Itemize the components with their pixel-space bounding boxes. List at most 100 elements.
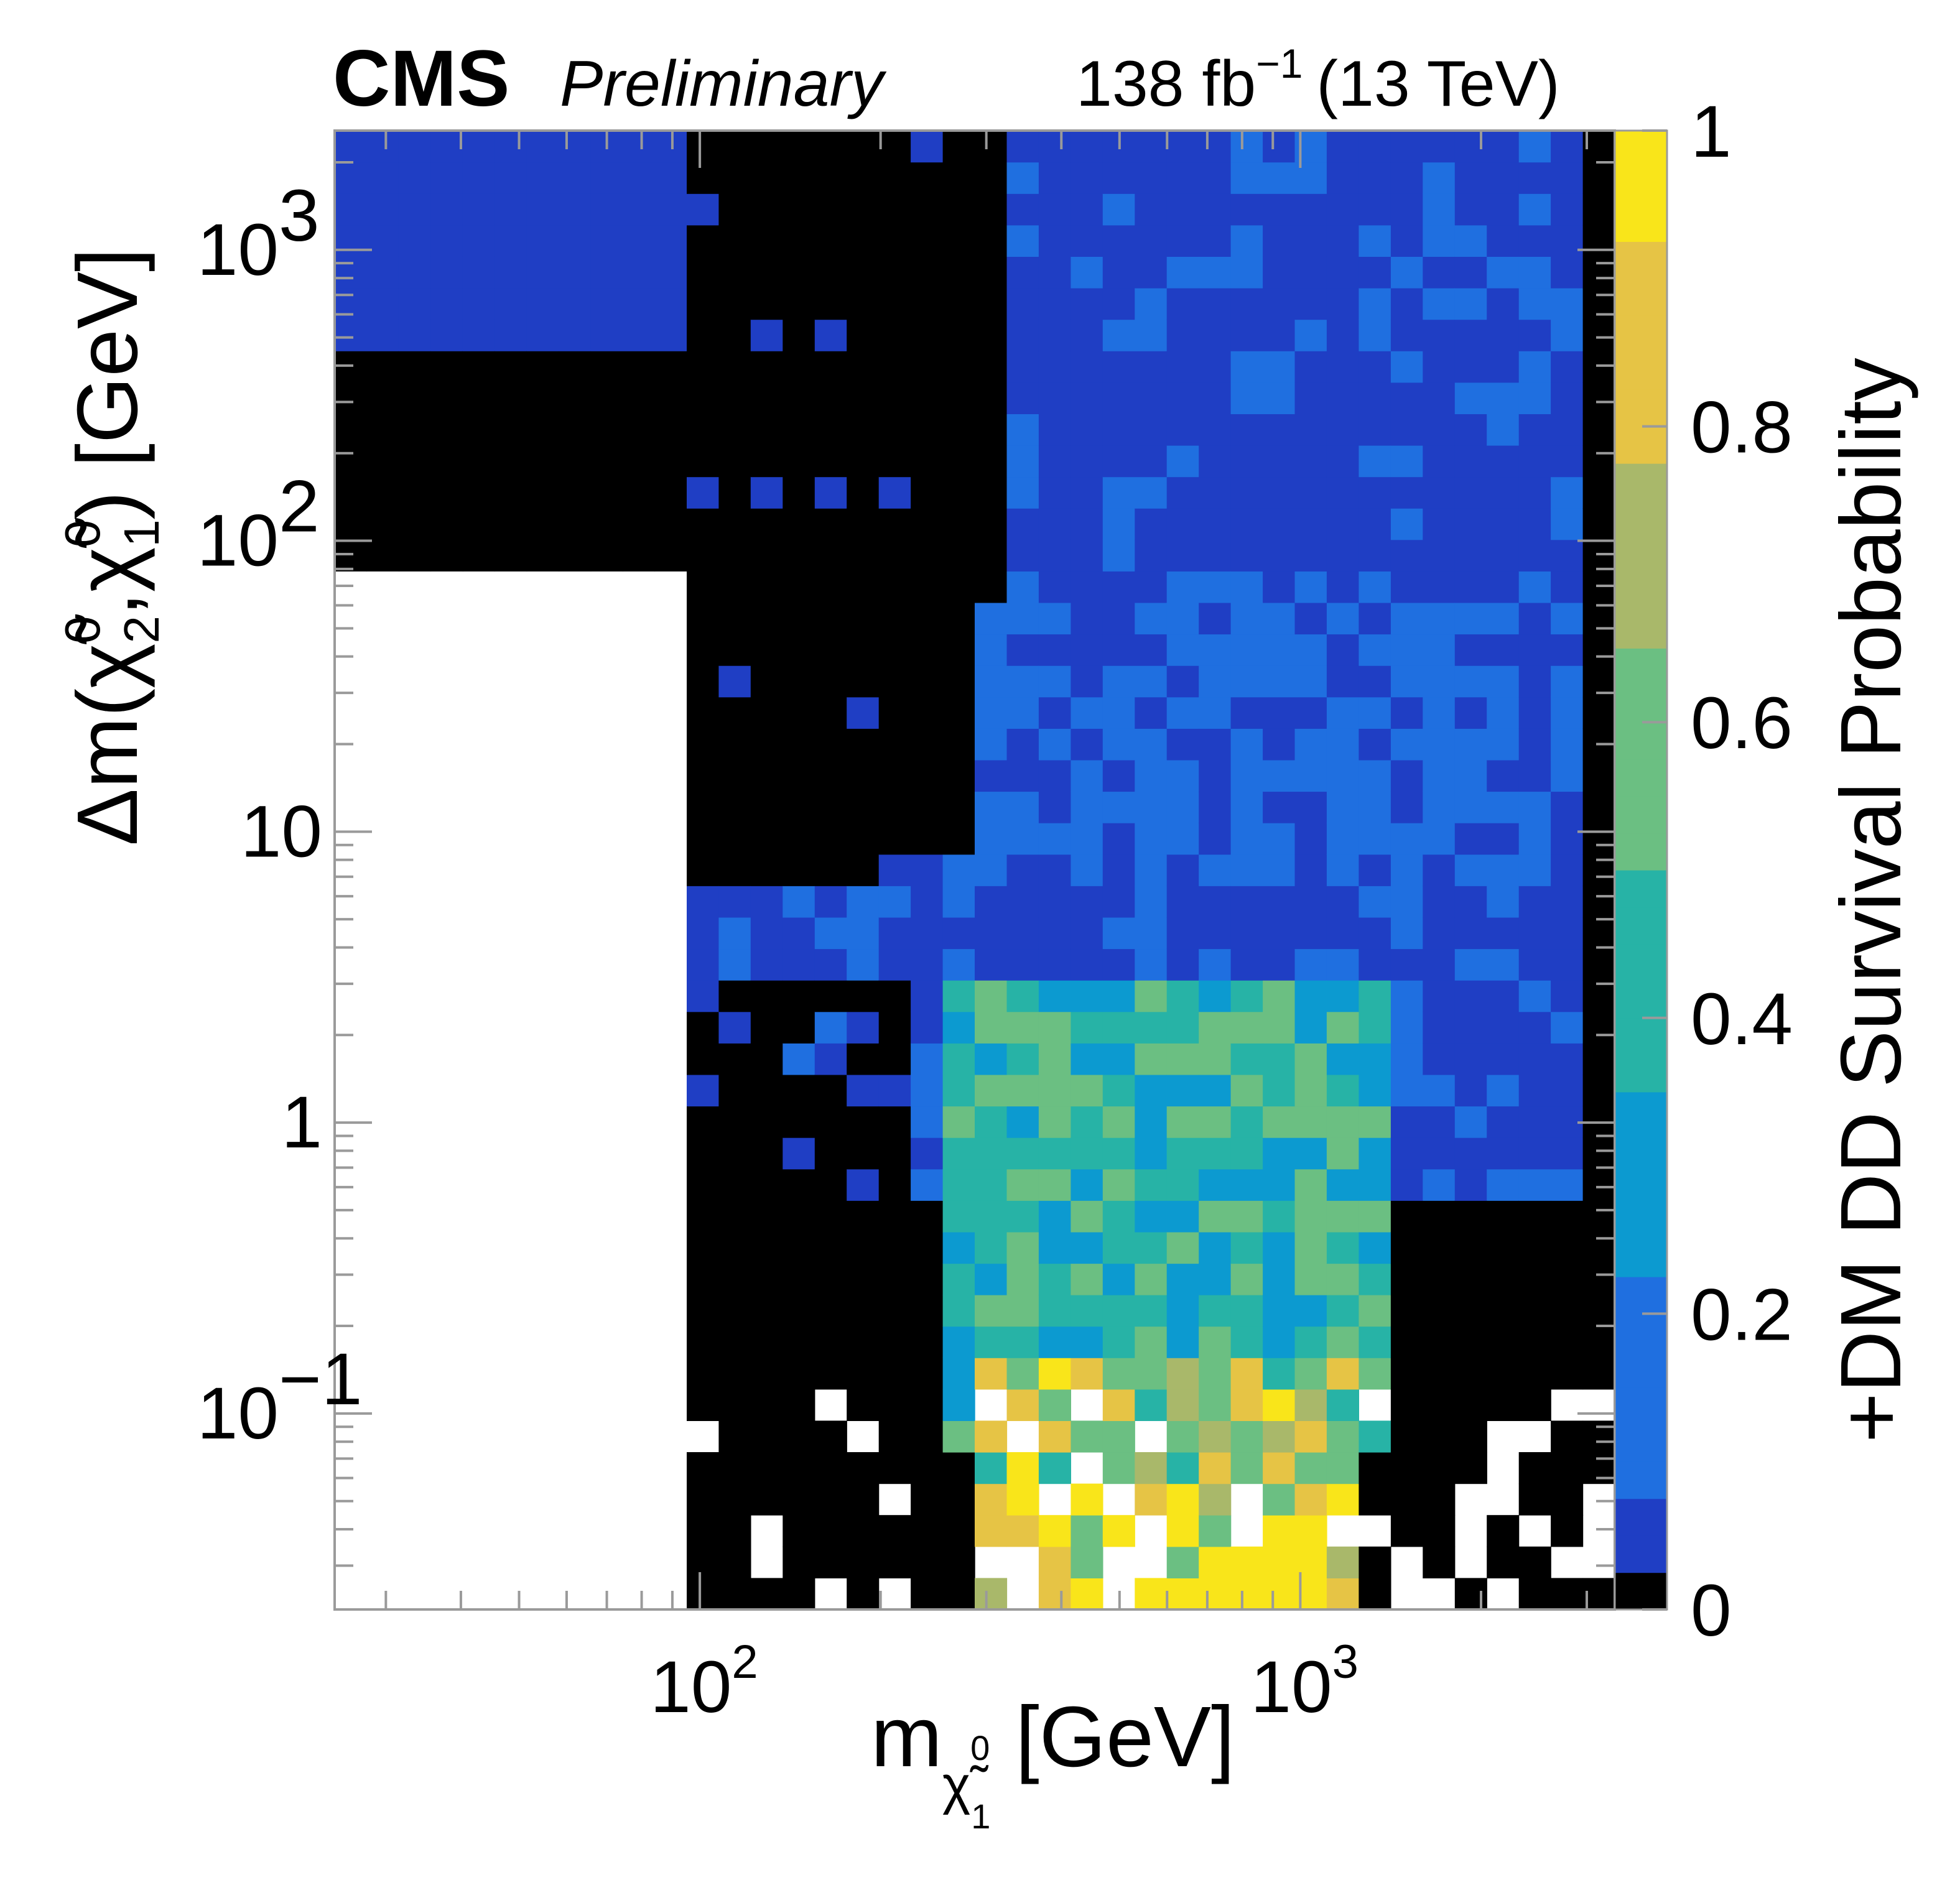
heatmap-cell <box>1071 1231 1103 1264</box>
heatmap-cell <box>1102 1043 1135 1075</box>
heatmap-cell <box>975 225 1008 257</box>
heatmap-cell <box>942 665 975 698</box>
heatmap-cell <box>750 759 783 792</box>
heatmap-cell <box>1135 980 1168 1012</box>
heatmap-cell <box>687 288 720 320</box>
heatmap-cell <box>911 634 944 666</box>
heatmap-cell <box>654 445 687 478</box>
heatmap-cell <box>975 917 1008 950</box>
heatmap-cell <box>462 445 495 478</box>
heatmap-cell <box>783 445 815 478</box>
heatmap-cell <box>1263 1358 1296 1390</box>
heatmap-cell <box>1487 1263 1520 1295</box>
heatmap-cell <box>1390 508 1423 540</box>
heatmap-cell <box>1423 162 1456 194</box>
heatmap-cell <box>1582 1295 1615 1327</box>
heatmap-cell <box>1326 1043 1359 1075</box>
heatmap-cell <box>847 1106 880 1138</box>
heatmap-cell <box>1326 1137 1359 1170</box>
heatmap-cell <box>1102 476 1135 509</box>
heatmap-cell <box>750 1420 783 1453</box>
heatmap-cell <box>718 1578 751 1610</box>
heatmap-cell <box>1582 1011 1615 1044</box>
heatmap-cell <box>687 1200 720 1233</box>
heatmap-cell <box>1487 1515 1520 1547</box>
heatmap-cell <box>1135 1326 1168 1358</box>
heatmap-cell <box>1166 1169 1199 1201</box>
heatmap-cell <box>1423 1295 1456 1327</box>
heatmap-cell <box>1135 225 1168 257</box>
heatmap-cell <box>1038 1200 1071 1233</box>
heatmap-cell <box>1294 225 1327 257</box>
z-tick-label: 1 <box>1691 91 1732 173</box>
heatmap-cell <box>1199 697 1232 729</box>
heatmap-cell <box>718 1358 751 1390</box>
heatmap-cell <box>1454 1231 1487 1264</box>
heatmap-cell <box>1487 1295 1520 1327</box>
heatmap-cell <box>814 917 847 950</box>
heatmap-cell <box>1487 445 1520 478</box>
heatmap-cell <box>975 162 1008 194</box>
heatmap-cell <box>1359 1263 1391 1295</box>
heatmap-cell <box>783 854 815 886</box>
heatmap-cell <box>1454 728 1487 761</box>
heatmap-cell <box>718 948 751 981</box>
heatmap-cell <box>783 1043 815 1075</box>
y-tick-label: 10 <box>197 1373 279 1455</box>
heatmap-cell <box>1326 445 1359 478</box>
heatmap-cell <box>847 1263 880 1295</box>
energy-value: (13 TeV) <box>1316 48 1559 120</box>
heatmap-cell <box>1199 1546 1232 1578</box>
heatmap-cell <box>335 193 368 226</box>
heatmap-cell <box>1454 917 1487 950</box>
heatmap-cell <box>430 288 463 320</box>
y-axis-title-unit: ) [GeV] <box>60 248 156 520</box>
heatmap-cell <box>1359 948 1391 981</box>
preliminary-label: Preliminary <box>560 48 887 120</box>
heatmap-cell <box>878 1295 911 1327</box>
heatmap-cell <box>878 476 911 509</box>
heatmap-cell <box>1230 602 1263 635</box>
heatmap-cell <box>1359 759 1391 792</box>
heatmap-cell <box>1102 1137 1135 1170</box>
heatmap-cell <box>1454 665 1487 698</box>
heatmap-cell <box>1487 602 1520 635</box>
heatmap-cell <box>1518 1483 1551 1516</box>
heatmap-cell <box>1294 1137 1327 1170</box>
heatmap-cell <box>1166 319 1199 351</box>
heatmap-cell <box>430 193 463 226</box>
heatmap-cell <box>975 476 1008 509</box>
heatmap-cell <box>687 948 720 981</box>
heatmap-cell <box>1423 1074 1456 1107</box>
x-axis-title-subsub: 1 <box>971 1797 990 1836</box>
heatmap-cell <box>1390 823 1423 855</box>
heatmap-cell <box>878 1452 911 1484</box>
heatmap-cell <box>687 1515 720 1547</box>
heatmap-cell <box>1423 319 1456 351</box>
heatmap-cell <box>1359 382 1391 414</box>
heatmap-cell <box>1551 508 1584 540</box>
heatmap-cell <box>1454 225 1487 257</box>
heatmap-cell <box>1071 634 1103 666</box>
heatmap-cell <box>783 508 815 540</box>
heatmap-cell <box>847 1389 880 1421</box>
heatmap-cell <box>1102 1231 1135 1264</box>
heatmap-cell <box>687 980 720 1012</box>
heatmap-cell <box>1071 1420 1103 1453</box>
heatmap-cell <box>1166 886 1199 918</box>
heatmap-cell <box>1582 1326 1615 1358</box>
heatmap-cell <box>462 351 495 383</box>
heatmap-cell <box>1166 571 1199 603</box>
heatmap-cell <box>1551 791 1584 823</box>
heatmap-cell <box>1263 1515 1296 1547</box>
heatmap-cell <box>1359 539 1391 572</box>
heatmap-cell <box>623 382 656 414</box>
heatmap-cell <box>750 1326 783 1358</box>
heatmap-cell <box>1199 602 1232 635</box>
heatmap-cell <box>1390 602 1423 635</box>
heatmap-cell <box>1390 445 1423 478</box>
heatmap-cell <box>1199 508 1232 540</box>
heatmap-cell <box>1006 602 1039 635</box>
heatmap-cell <box>687 1043 720 1075</box>
heatmap-cell <box>1294 1011 1327 1044</box>
